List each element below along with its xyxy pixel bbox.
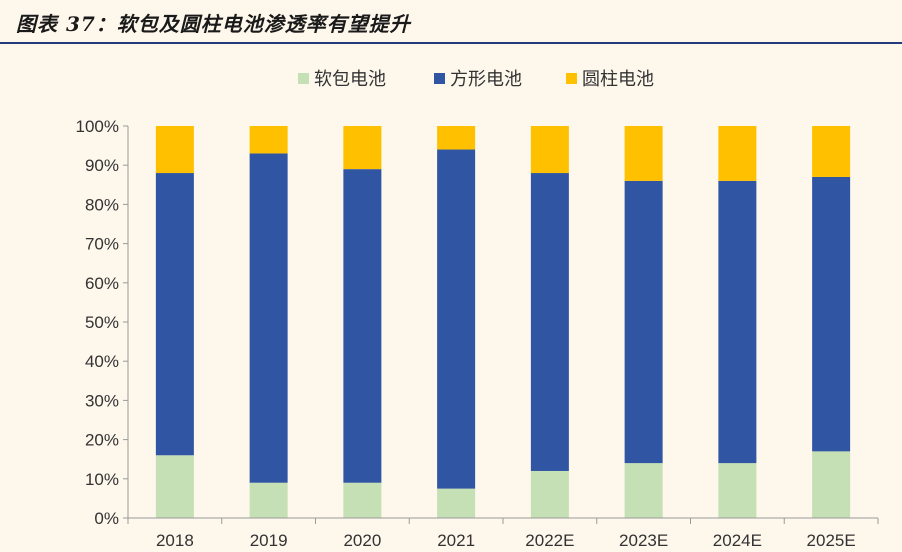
legend-label-1: 方形电池 xyxy=(450,69,522,90)
x-tick-label-4: 2022E xyxy=(525,531,574,550)
bar-2025E-series-1 xyxy=(812,176,851,452)
x-tick-label-3: 2021 xyxy=(437,531,475,550)
bars xyxy=(155,126,851,518)
bar-2023E-series-1 xyxy=(624,180,663,464)
legend-swatch-2 xyxy=(566,73,577,84)
x-tick-label-7: 2025E xyxy=(807,531,856,550)
y-tick-label-2: 20% xyxy=(85,431,119,450)
bar-2018-series-0 xyxy=(155,455,194,518)
bar-2020-series-0 xyxy=(343,482,382,518)
x-tick-label-5: 2023E xyxy=(619,531,668,550)
legend: 软包电池 方形电池 圆柱电池 xyxy=(298,69,654,90)
bar-2019-series-2 xyxy=(249,126,288,154)
legend-label-0: 软包电池 xyxy=(314,69,386,90)
bar-2018-series-2 xyxy=(155,126,194,174)
y-tick-label-9: 90% xyxy=(85,156,119,175)
bar-2025E-series-2 xyxy=(812,126,851,177)
page-title: 图表 37：软包及圆柱电池渗透率有望提升 xyxy=(16,12,411,36)
stacked-bar-chart: 软包电池 方形电池 圆柱电池 0% 10% 20% 30% 40% 50% 60% 70% 80% 9… xyxy=(76,69,879,550)
bar-2022E-series-1 xyxy=(530,173,569,471)
x-axis: 2018 2019 2020 2021 2022E 2023E 2024E 2025E xyxy=(127,517,879,550)
bar-2020-series-1 xyxy=(343,169,382,483)
x-tick-label-6: 2024E xyxy=(713,531,762,550)
bar-2023E-series-2 xyxy=(624,126,663,181)
bar-2024E-series-2 xyxy=(718,126,757,181)
y-tick-label-6: 60% xyxy=(85,274,119,293)
bar-2024E-series-0 xyxy=(718,463,757,518)
bar-2018-series-1 xyxy=(155,173,194,456)
bar-2021-series-1 xyxy=(437,149,476,489)
legend-swatch-0 xyxy=(298,73,309,84)
bar-2021-series-2 xyxy=(437,126,476,150)
y-tick-label-1: 10% xyxy=(85,470,119,489)
y-tick-label-4: 40% xyxy=(85,352,119,371)
y-tick-label-3: 30% xyxy=(85,391,119,410)
y-tick-label-7: 70% xyxy=(85,235,119,254)
x-tick-label-0: 2018 xyxy=(156,531,194,550)
bar-2025E-series-0 xyxy=(812,451,851,518)
x-tick-label-1: 2019 xyxy=(250,531,288,550)
bar-2023E-series-0 xyxy=(624,463,663,518)
title-bar: 图表 37：软包及圆柱电池渗透率有望提升 xyxy=(0,0,902,44)
bar-2019-series-0 xyxy=(249,482,288,518)
bar-2019-series-1 xyxy=(249,153,288,483)
y-tick-label-5: 50% xyxy=(85,313,119,332)
legend-swatch-1 xyxy=(434,73,445,84)
legend-label-2: 圆柱电池 xyxy=(582,69,654,90)
bar-2022E-series-2 xyxy=(530,126,569,174)
y-axis: 0% 10% 20% 30% 40% 50% 60% 70% 80% 90% 100% xyxy=(76,117,129,528)
y-tick-label-8: 80% xyxy=(85,195,119,214)
bar-2024E-series-1 xyxy=(718,180,757,464)
bar-2021-series-0 xyxy=(437,488,476,518)
x-tick-label-2: 2020 xyxy=(343,531,381,550)
y-tick-label-0: 0% xyxy=(94,509,119,528)
y-tick-label-10: 100% xyxy=(76,117,119,136)
bar-2022E-series-0 xyxy=(530,470,569,518)
bar-2020-series-2 xyxy=(343,126,382,170)
